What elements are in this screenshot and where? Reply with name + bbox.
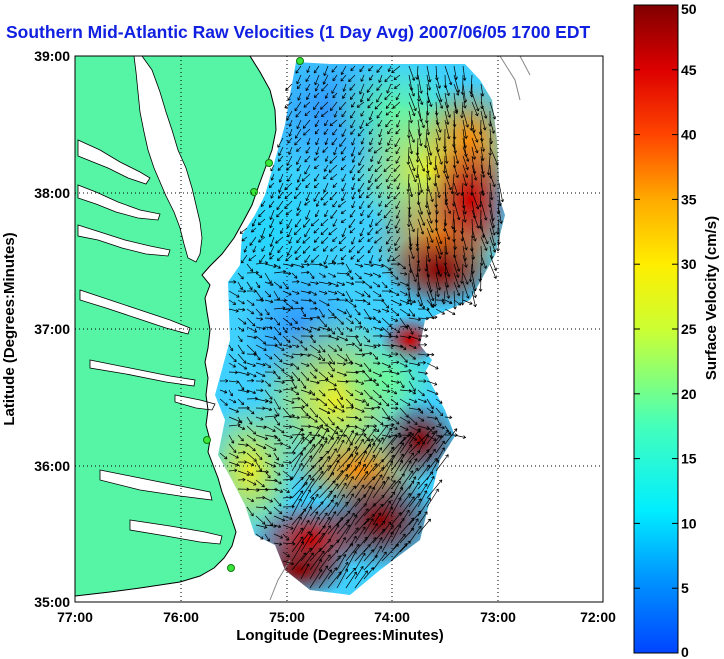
y-axis: 35:00 36:00 37:00 38:00 39:00 Latitude (…: [1, 48, 70, 610]
colorbar-tick-label: 30: [681, 256, 697, 272]
x-tick-label: 74:00: [374, 609, 410, 625]
y-tick-label: 37:00: [34, 321, 70, 337]
radar-station: [250, 188, 258, 196]
x-tick-label: 76:00: [163, 609, 199, 625]
y-tick-label: 35:00: [34, 594, 70, 610]
graticule-grid: [75, 56, 603, 602]
velocity-vector-arrows: [219, 65, 505, 589]
colorbar-label: Surface Velocity (cm/s): [703, 216, 720, 380]
colorbar-tick-label: 35: [681, 191, 697, 207]
map-title: Southern Mid-Atlantic Raw Velocities (1 …: [6, 22, 591, 42]
colorbar: 0 5 10 15 20 25 30 35 40 45 50 Surface Velocity (c…: [633, 1, 720, 659]
y-tick-label: 36:00: [34, 458, 70, 474]
coastline: [75, 56, 277, 597]
radar-station: [296, 57, 304, 65]
radar-station: [265, 159, 273, 167]
colorbar-tick-label: 15: [681, 451, 697, 467]
radar-station: [203, 436, 211, 444]
colorbar-tick-label: 20: [681, 386, 697, 402]
radar-station: [227, 564, 235, 572]
colorbar-tick-label: 10: [681, 515, 697, 531]
bathymetry-contours: [269, 56, 531, 601]
radar-stations: [203, 57, 304, 572]
velocity-vectors: [219, 65, 505, 589]
x-axis: 77:00 76:00 75:00 74:00 73:00 72:00 Long…: [57, 609, 616, 644]
y-tick-label: 39:00: [34, 48, 70, 64]
colorbar-ticks: 0 5 10 15 20 25 30 35 40 45 50: [634, 1, 697, 659]
y-axis-label: Latitude (Degrees:Minutes): [1, 232, 18, 425]
colorbar-tick-label: 25: [681, 321, 697, 337]
x-tick-label: 73:00: [480, 609, 516, 625]
colorbar-tick-label: 50: [681, 1, 697, 17]
colorbar-tick-label: 0: [681, 644, 689, 659]
x-tick-label: 77:00: [57, 609, 93, 625]
colorbar-tick-label: 40: [681, 127, 697, 143]
colorbar-scale: [633, 4, 679, 654]
x-tick-label: 75:00: [269, 609, 305, 625]
colorbar-tick-label: 5: [681, 580, 689, 596]
x-tick-label: 72:00: [580, 609, 616, 625]
x-axis-label: Longitude (Degrees:Minutes): [236, 627, 444, 644]
map-frame: [74, 55, 604, 603]
map-plot-area: [75, 56, 603, 602]
chesapeake-bay: [77, 56, 223, 545]
y-tick-label: 38:00: [34, 185, 70, 201]
colorbar-tick-label: 45: [681, 62, 697, 78]
